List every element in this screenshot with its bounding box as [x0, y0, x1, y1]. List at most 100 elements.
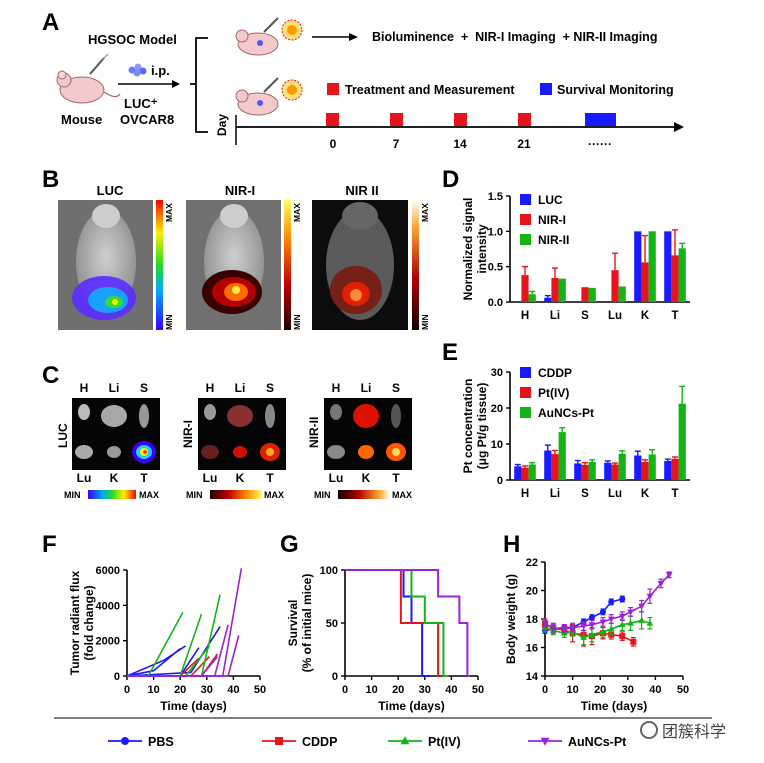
legend-label: LUC [538, 193, 563, 207]
y-tick-label: 20 [526, 586, 538, 598]
c2-organ-lu: Lu [203, 471, 218, 485]
chart-e-pt-concentration: 0 10 20 30 H Li S Lu K T Pt concentration (μg Pt/g … [461, 366, 690, 500]
c1-scale-max: MAX [139, 490, 159, 500]
bar [558, 432, 566, 480]
bar [574, 463, 582, 480]
y-tick-label: 0 [497, 475, 503, 487]
bar [514, 466, 522, 480]
bar [604, 462, 612, 480]
c3-organ-k: K [362, 471, 371, 485]
c1-scale-min: MIN [64, 490, 81, 500]
data-point [608, 598, 615, 605]
x-axis-label: Time (days) [160, 699, 226, 713]
legend-label: Pt(IV) [428, 735, 461, 749]
bar [618, 286, 626, 302]
bar [671, 255, 679, 302]
x-tick-label: 50 [472, 684, 484, 696]
bar [581, 464, 589, 480]
b-title-nir2: NIR II [345, 183, 378, 198]
legend-marker [121, 737, 129, 745]
data-point [619, 596, 626, 603]
c3-scale-min: MIN [314, 490, 331, 500]
c3-scale-max: MAX [392, 490, 412, 500]
y-tick-label: 2000 [96, 636, 120, 648]
x-tick-label: H [521, 488, 529, 500]
x-tick-label: Lu [608, 310, 622, 322]
legend-swatch [520, 194, 531, 205]
c2-organ-s: S [266, 381, 274, 395]
bar [634, 455, 642, 480]
x-tick-label: Lu [608, 488, 622, 500]
panel-letter-e: E [442, 339, 458, 366]
bracket [190, 37, 208, 133]
c1-organ-h: H [80, 381, 89, 395]
mouse-icon-imaging [235, 17, 279, 56]
bar [664, 460, 672, 480]
legend-marker [275, 737, 283, 745]
bar [581, 287, 589, 302]
luc-mouse-image [58, 200, 153, 330]
x-tick-label: Li [550, 310, 560, 322]
bar [588, 287, 596, 302]
data-point [638, 616, 645, 623]
panel-b-imaging: LUC NIR-I NIR II MAX MIN [58, 183, 430, 330]
ip-label: i.p. [151, 63, 170, 78]
data-point [588, 622, 596, 629]
data-point [541, 620, 549, 627]
c1-organ-li: Li [109, 381, 120, 395]
luc-scale-max: MAX [164, 203, 174, 222]
y-tick-label: 6000 [96, 565, 120, 577]
x-tick-label: K [641, 488, 650, 500]
c2-organ-li: Li [235, 381, 246, 395]
c3-organ-li: Li [361, 381, 372, 395]
y-tick-label: 16 [526, 643, 538, 655]
series-line [126, 645, 186, 677]
chart-h-body-weight: 14 16 18 20 22 0 10 20 30 40 50 Time (days) Body wei… [504, 557, 689, 713]
imaging-label: Bioluminence + NIR-I Imaging + NIR-II Im… [372, 30, 657, 44]
x-tick-label: 30 [419, 684, 431, 696]
nir1-scale-max: MAX [292, 203, 302, 222]
x-tick-label: S [581, 488, 589, 500]
nir2-colorbar [412, 200, 419, 330]
nir1-organs-image [198, 398, 286, 470]
x-tick-label: 10 [365, 684, 377, 696]
y-axis-label: Survival [286, 600, 300, 647]
data-point [569, 625, 576, 632]
watermark-text: 团簇科学 [662, 722, 727, 741]
bar [551, 277, 559, 302]
bar [634, 231, 642, 302]
bar [611, 464, 619, 480]
bar [664, 231, 672, 302]
bar [528, 464, 536, 480]
legend-label: NIR-I [538, 213, 566, 227]
panel-letter-h: H [503, 531, 520, 558]
mouse-icon-treatment [235, 77, 279, 116]
treatment-legend-label: Treatment and Measurement [345, 83, 515, 97]
x-tick-label: 0 [124, 684, 130, 696]
x-tick-label: 50 [254, 684, 266, 696]
c-row-luc: LUC [56, 423, 70, 448]
nir2-scale-max: MAX [420, 203, 430, 222]
bar [588, 462, 596, 480]
data-point [665, 572, 673, 579]
bar [551, 454, 559, 480]
legend-swatch [520, 387, 531, 398]
c3-colorbar [338, 490, 390, 499]
x-tick-label: 40 [227, 684, 239, 696]
mouse-icon [56, 53, 121, 104]
c1-organ-s: S [140, 381, 148, 395]
y-tick-label: 20 [491, 403, 503, 415]
x-tick-label: 30 [622, 684, 634, 696]
x-tick-label: 20 [174, 684, 186, 696]
model-title: HGSOC Model [88, 32, 177, 47]
data-point [618, 613, 626, 620]
bar [528, 294, 536, 302]
legend-swatch [520, 234, 531, 245]
series-line [127, 568, 243, 677]
series-line [127, 612, 184, 677]
y-axis-label: Pt concentration [461, 379, 475, 474]
c1-organ-t: T [140, 471, 148, 485]
bar [671, 458, 679, 480]
cell-line-2: OVCAR8 [120, 112, 174, 127]
